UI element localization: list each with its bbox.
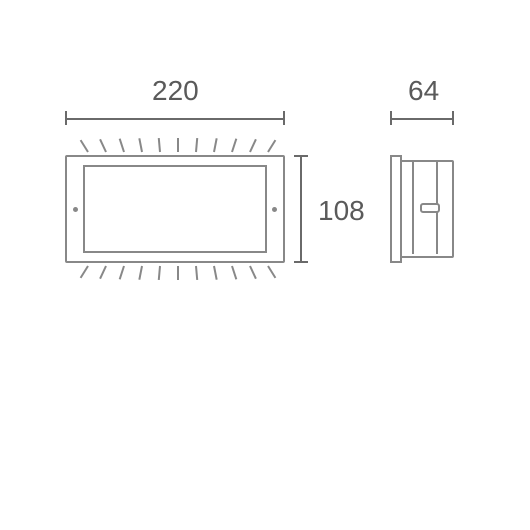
drawing-canvas: 220 64 108 xyxy=(0,0,530,530)
dim-depth-cap-r xyxy=(452,111,454,125)
dim-width-label: 220 xyxy=(152,75,199,107)
ray xyxy=(80,140,89,153)
ray xyxy=(213,266,218,280)
dim-width-bar xyxy=(65,118,285,120)
dim-depth-bar xyxy=(390,118,454,120)
dim-height-cap-b xyxy=(294,261,308,263)
ray xyxy=(195,266,198,280)
ray xyxy=(267,140,276,153)
ray xyxy=(138,266,143,280)
ray xyxy=(119,138,125,152)
front-view-frame xyxy=(65,155,285,263)
ray xyxy=(158,266,161,280)
front-view-inner xyxy=(83,165,267,253)
ray xyxy=(267,265,276,278)
ray xyxy=(231,266,237,280)
ray xyxy=(119,266,125,280)
side-slot xyxy=(420,203,440,213)
dim-height-label: 108 xyxy=(318,195,365,227)
ray xyxy=(249,266,257,280)
dim-height-bar xyxy=(300,155,302,263)
dim-depth-cap-l xyxy=(390,111,392,125)
side-line-1 xyxy=(412,162,414,254)
dim-width-cap-l xyxy=(65,111,67,125)
ray xyxy=(158,138,161,152)
ray xyxy=(231,138,237,152)
ray xyxy=(99,266,107,280)
ray xyxy=(138,138,143,152)
ray xyxy=(80,265,89,278)
ray xyxy=(195,138,198,152)
ray xyxy=(177,266,179,280)
dim-height-cap-t xyxy=(294,155,308,157)
ray xyxy=(99,139,107,153)
ray xyxy=(249,139,257,153)
screw-right xyxy=(272,207,277,212)
ray xyxy=(177,138,179,152)
dim-depth-label: 64 xyxy=(408,75,439,107)
screw-left xyxy=(73,207,78,212)
ray xyxy=(213,138,218,152)
dim-width-cap-r xyxy=(283,111,285,125)
